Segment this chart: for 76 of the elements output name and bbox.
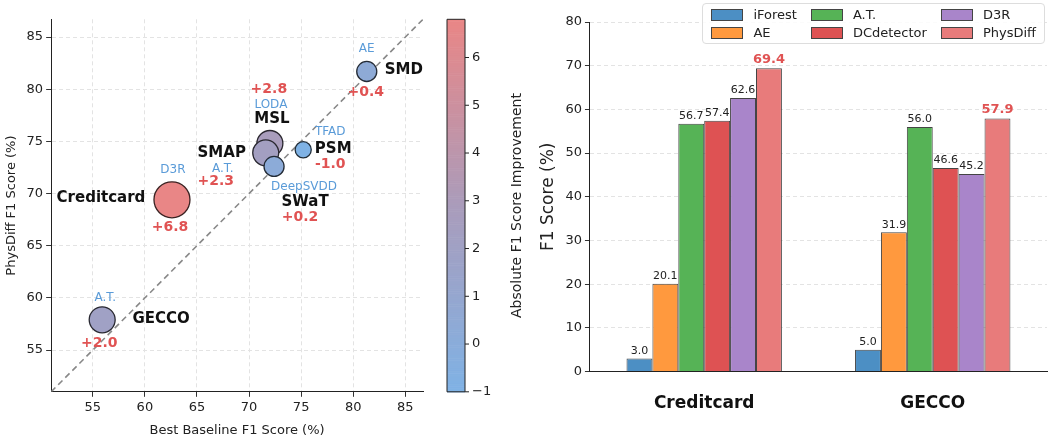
color-bar-label: 1 [472,287,481,303]
y-tick-label: 70 [565,57,582,73]
color-bar-label: 0 [472,335,481,351]
x-tick-label: Creditcard [653,392,755,413]
y-tick-label: 80 [26,80,44,96]
data-label: 69.4 [752,51,785,67]
legend-label: D3R [982,7,1011,22]
data-label: 57.4 [704,106,730,120]
color-bar-label: 3 [472,192,481,208]
data-label: 56.7 [679,109,704,123]
annotation: D3R [160,161,186,176]
annotation: +2.0 [80,334,118,351]
color-bar-title: Absolute F1 Score Improvement [507,92,524,318]
y-tick-label: 55 [26,341,44,357]
color-bar-label: 6 [472,48,481,64]
annotation: SWaT [281,192,330,211]
data-label: 62.6 [730,83,756,97]
x-axis-title: Best Baseline F1 Score (%) [149,421,325,437]
x-tick-label: 75 [292,398,310,414]
annotation: A.T. [94,289,116,304]
y-axis-title: PhysDiff F1 Score (%) [3,135,19,276]
x-tick-label: 65 [188,398,206,414]
annotation: MSL [254,109,290,128]
y-tick-label: 50 [565,144,582,160]
y-tick-label: 80 [565,13,582,29]
y-tick-label: 30 [565,231,582,247]
y-axis-title: F1 Score (%) [536,142,557,252]
color-bar-label: 5 [472,96,481,112]
annotation: Creditcard [56,187,146,206]
x-tick-label: 55 [84,398,102,414]
data-label: 20.1 [653,269,678,283]
annotation: SMAP [197,142,246,161]
y-tick-label: 10 [565,319,582,335]
data-label: 45.2 [959,159,984,173]
color-bar-label: 2 [472,239,481,255]
y-tick-label: 75 [26,132,44,148]
color-bar-label: −1 [472,383,492,399]
y-tick-label: 20 [565,275,582,291]
x-tick-label: 70 [240,398,258,414]
legend-label: iForest [753,7,797,22]
annotation: -1.0 [314,155,346,172]
y-tick-label: 0 [573,362,582,378]
y-tick-label: 85 [26,28,44,44]
y-tick-label: 40 [565,188,582,204]
annotation: +6.8 [151,218,189,235]
y-tick-label: 60 [26,289,44,305]
x-tick-label: 80 [344,398,362,414]
x-tick-label: 60 [136,398,154,414]
legend-label: A.T. [852,7,877,22]
annotation: +2.3 [197,172,234,189]
data-label: 5.0 [859,335,877,349]
data-label: 46.6 [933,153,958,167]
annotation: SMD [384,60,423,79]
legend-label: AE [753,25,771,40]
annotation: +0.2 [281,208,319,225]
annotation: TFAD [313,123,346,138]
annotation: LODA [254,96,289,111]
data-label: 57.9 [981,101,1014,117]
y-tick-label: 60 [565,100,582,116]
annotation: +0.4 [347,83,385,100]
data-label: 3.0 [630,343,649,357]
x-tick-label: GECCO [900,392,966,413]
data-label: 31.9 [881,217,907,231]
annotation: A.T. [211,160,234,175]
annotation: PSM [314,138,352,157]
x-tick-label: 85 [397,398,414,414]
data-label: 56.0 [907,112,933,126]
y-tick-label: 65 [26,237,44,253]
annotation: DeepSVDD [271,178,338,193]
legend-label: DCdetector [852,25,927,40]
legend-label: PhysDiff [982,25,1036,40]
annotation: AE [358,40,375,55]
annotation: +2.8 [250,80,288,97]
color-bar-label: 4 [472,144,481,160]
y-tick-label: 70 [26,184,44,200]
annotation: GECCO [132,308,190,327]
